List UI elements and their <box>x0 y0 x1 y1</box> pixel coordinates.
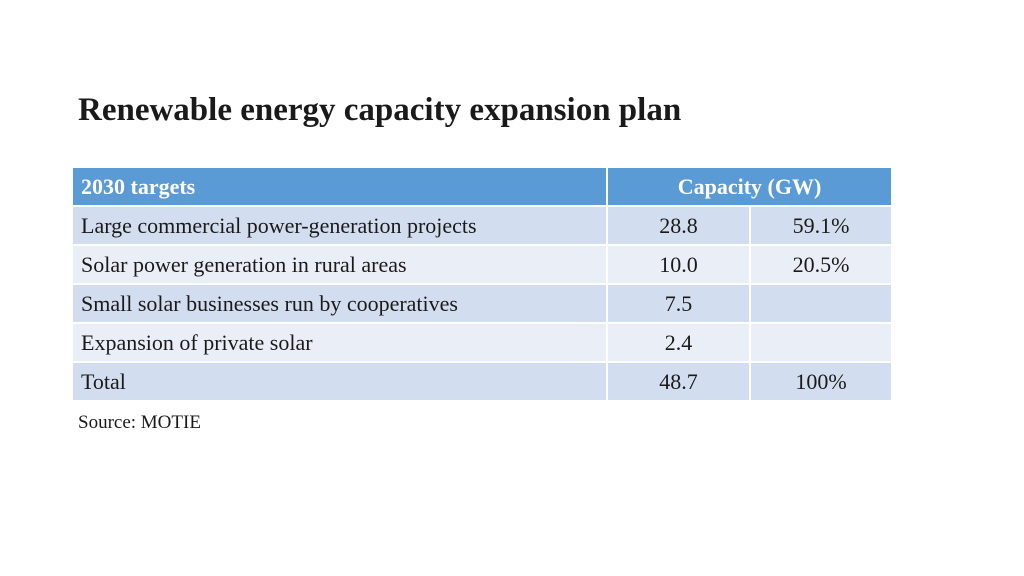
table-row: Large commercial power-generation projec… <box>71 205 893 246</box>
row-share: 20.5% <box>749 244 893 285</box>
header-targets: 2030 targets <box>71 166 608 207</box>
row-label: Solar power generation in rural areas <box>71 244 608 285</box>
row-label: Expansion of private solar <box>71 322 608 363</box>
row-share <box>749 283 893 324</box>
row-capacity: 28.8 <box>606 205 751 246</box>
row-capacity: 48.7 <box>606 361 751 402</box>
row-share <box>749 322 893 363</box>
table-header-row: 2030 targets Capacity (GW) <box>71 166 893 207</box>
table-row-total: Total 48.7 100% <box>71 361 893 402</box>
row-capacity: 7.5 <box>606 283 751 324</box>
source-note: Source: MOTIE <box>78 412 201 433</box>
table-row: Solar power generation in rural areas 10… <box>71 244 893 285</box>
row-share: 59.1% <box>749 205 893 246</box>
table-row: Small solar businesses run by cooperativ… <box>71 283 893 324</box>
slide-title: Renewable energy capacity expansion plan <box>78 92 682 128</box>
table-row: Expansion of private solar 2.4 <box>71 322 893 363</box>
row-capacity: 10.0 <box>606 244 751 285</box>
row-label: Small solar businesses run by cooperativ… <box>71 283 608 324</box>
row-label: Total <box>71 361 608 402</box>
row-capacity: 2.4 <box>606 322 751 363</box>
row-label: Large commercial power-generation projec… <box>71 205 608 246</box>
row-share: 100% <box>749 361 893 402</box>
capacity-table: 2030 targets Capacity (GW) Large commerc… <box>71 166 893 402</box>
header-capacity: Capacity (GW) <box>606 166 893 207</box>
